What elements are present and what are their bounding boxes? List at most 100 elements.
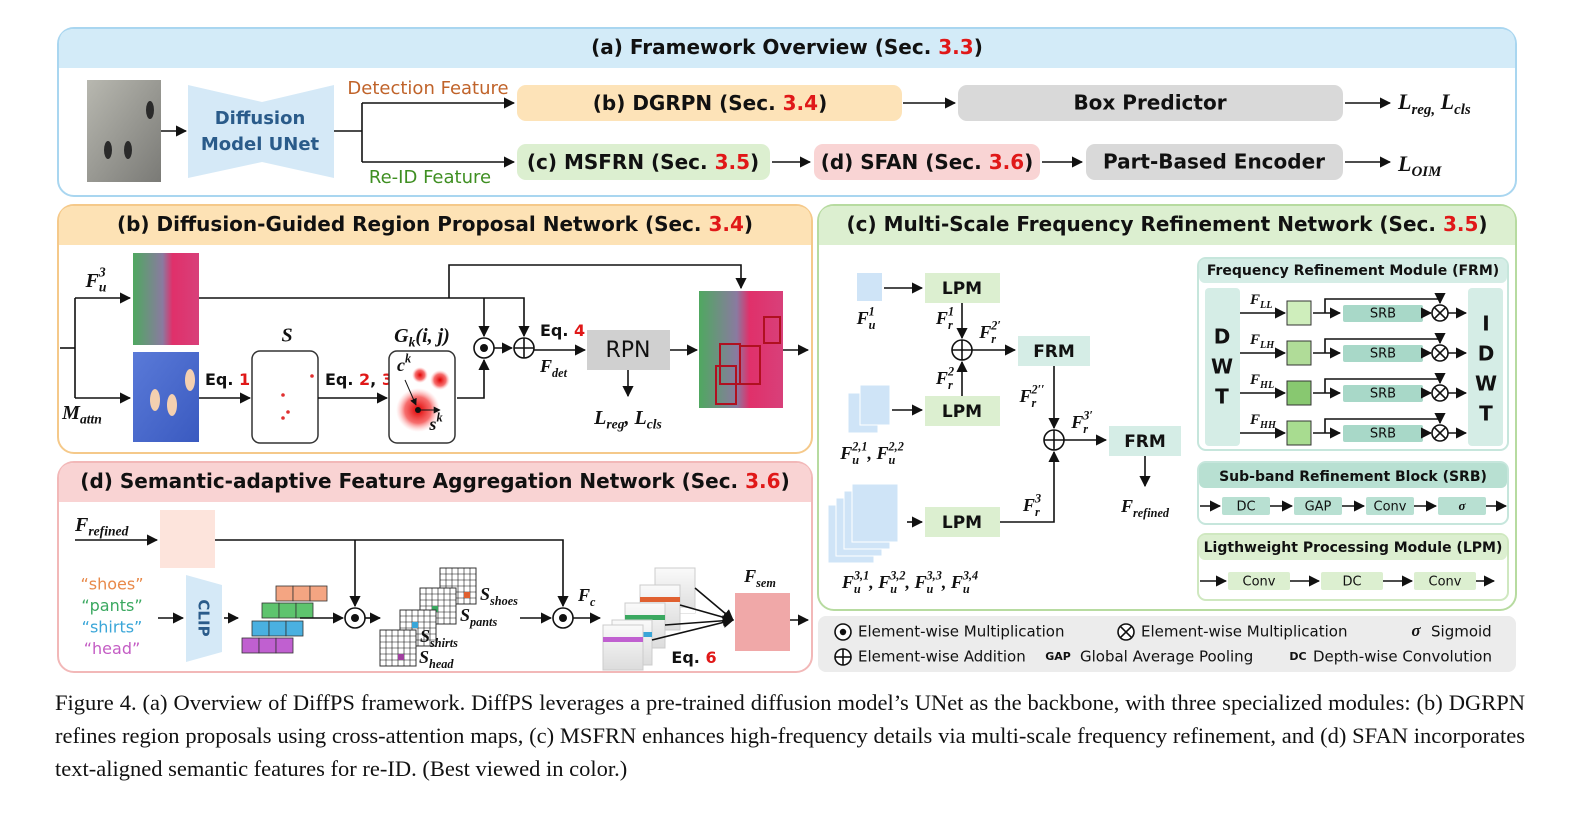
feature-map bbox=[602, 624, 644, 671]
label: Gk(i, j) bbox=[394, 325, 450, 350]
label-part: 3′ bbox=[1082, 408, 1093, 422]
label: SRB bbox=[1370, 347, 1396, 362]
feature-stripe bbox=[603, 637, 643, 642]
label-part: r bbox=[991, 332, 996, 346]
label-part: u bbox=[852, 453, 859, 467]
label-part: 2,2 bbox=[888, 439, 904, 453]
legend-label: Depth-wise Convolution bbox=[1313, 648, 1492, 666]
label-part: 3.6 bbox=[745, 469, 780, 493]
operator-line bbox=[1433, 306, 1447, 320]
label-part: 3.6 bbox=[989, 150, 1024, 174]
box bbox=[1086, 144, 1343, 180]
label-part: (i, j) bbox=[415, 325, 449, 347]
label: Fr2′′ bbox=[1018, 382, 1044, 409]
panel-header bbox=[819, 206, 1515, 245]
box bbox=[251, 350, 319, 444]
label-part: L bbox=[593, 407, 606, 429]
label-part: det bbox=[552, 366, 568, 380]
label-part: HL bbox=[1259, 380, 1274, 391]
label: Sshirts bbox=[420, 626, 458, 649]
label-part: G bbox=[394, 325, 409, 347]
label: Sshoes bbox=[480, 584, 518, 607]
box bbox=[1438, 497, 1486, 515]
label-part: attn bbox=[80, 412, 102, 427]
label-part: u bbox=[927, 582, 934, 596]
label-part: F bbox=[1249, 372, 1260, 388]
label-part: 4 bbox=[574, 321, 585, 340]
label: “pants” bbox=[81, 596, 142, 615]
label-part: F bbox=[1018, 386, 1031, 406]
box bbox=[814, 144, 1040, 180]
label-part: F bbox=[856, 308, 869, 328]
label-part: 3.4 bbox=[783, 91, 818, 115]
label: S bbox=[281, 325, 292, 347]
text-embedding bbox=[309, 585, 328, 602]
feature-stripe bbox=[625, 615, 665, 620]
label-part: 1 bbox=[869, 304, 875, 318]
label: DC bbox=[1342, 575, 1361, 590]
label: ck bbox=[397, 351, 412, 375]
label: “shirts” bbox=[82, 618, 143, 637]
label: FHH bbox=[1249, 412, 1277, 431]
label: Fu3,1, Fu3,2, Fu3,3, Fu3,4 bbox=[841, 568, 978, 595]
label-part: 3 bbox=[1034, 491, 1041, 505]
label: W bbox=[1475, 372, 1497, 396]
label-part: 3.5 bbox=[715, 150, 750, 174]
arrow bbox=[1000, 450, 1060, 523]
legend-label: Element-wise Multiplication bbox=[1141, 623, 1347, 641]
label-part: , F bbox=[867, 443, 889, 463]
feature-cube bbox=[857, 273, 882, 301]
label: Fr3′ bbox=[1070, 408, 1093, 435]
label: D bbox=[1214, 325, 1231, 349]
label-part: Eq. bbox=[325, 370, 359, 389]
box bbox=[517, 144, 770, 180]
box bbox=[1366, 497, 1414, 515]
box bbox=[925, 396, 1000, 426]
subband-cube bbox=[1286, 300, 1312, 326]
label-part: F bbox=[1022, 495, 1035, 515]
box bbox=[1343, 385, 1423, 402]
label: GAP bbox=[1305, 500, 1332, 515]
attention-spot bbox=[167, 394, 177, 416]
label-part: F bbox=[577, 585, 590, 605]
label: Model UNet bbox=[201, 134, 320, 155]
box bbox=[925, 273, 1000, 303]
label-part: 3.5 bbox=[1443, 212, 1478, 236]
module-header bbox=[1199, 535, 1507, 560]
operator-dot bbox=[351, 614, 359, 622]
label: Conv bbox=[1243, 575, 1276, 590]
module-header bbox=[1199, 463, 1507, 488]
label-part: F bbox=[935, 308, 948, 328]
label: LOIM bbox=[1397, 151, 1442, 180]
label: “head” bbox=[84, 639, 141, 658]
panel-header bbox=[59, 29, 1515, 68]
operator-line bbox=[1119, 625, 1133, 639]
label: Shead bbox=[419, 647, 454, 670]
label-part: c bbox=[590, 595, 596, 609]
unet-shape bbox=[188, 85, 334, 178]
label-part: r bbox=[948, 318, 953, 332]
label-part: Eq. bbox=[205, 370, 239, 389]
label: Fu2,1, Fu2,2 bbox=[839, 439, 904, 466]
label-part: S bbox=[420, 626, 430, 646]
panel-header bbox=[59, 206, 811, 245]
legend-label: Global Average Pooling bbox=[1080, 648, 1253, 666]
label-part: k bbox=[436, 410, 443, 424]
gaussian bbox=[430, 370, 450, 390]
label: Fu1 bbox=[856, 304, 876, 331]
subband-cube bbox=[1286, 420, 1312, 446]
label-part: r bbox=[948, 378, 953, 392]
arrow bbox=[664, 615, 735, 627]
text-embedding bbox=[292, 585, 311, 602]
label-part: F bbox=[74, 514, 89, 536]
text-embedding bbox=[241, 637, 260, 654]
subband-cube bbox=[1286, 340, 1312, 366]
label-part: (c) Multi-Scale Frequency Refinement Net… bbox=[846, 212, 1442, 236]
arrow bbox=[457, 358, 490, 399]
label-part: 2 bbox=[359, 370, 370, 389]
label-part: F bbox=[978, 322, 991, 342]
label-part: LH bbox=[1259, 340, 1275, 351]
label-part: S bbox=[480, 584, 490, 604]
label: Eq. 6 bbox=[671, 648, 716, 667]
label-part: HH bbox=[1259, 420, 1277, 431]
